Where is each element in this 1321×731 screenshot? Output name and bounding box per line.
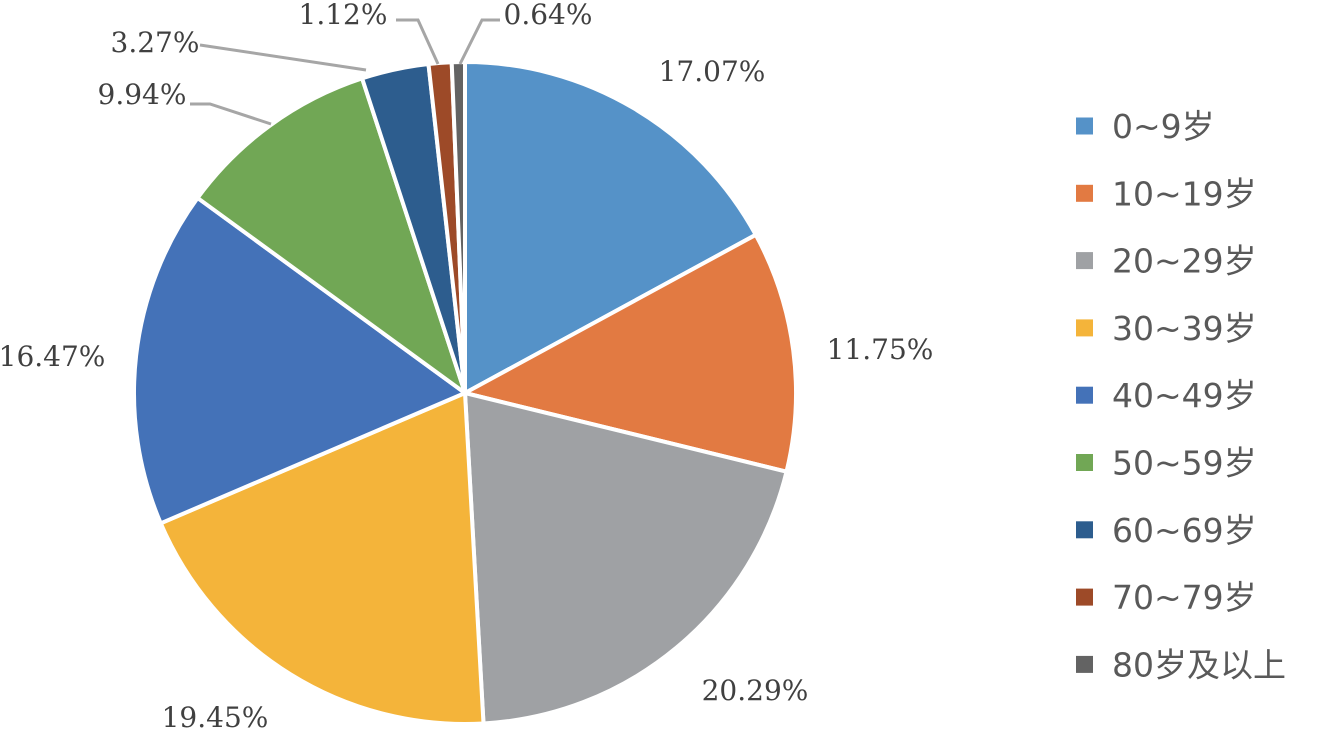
legend-swatch-9 (1076, 655, 1093, 673)
legend-swatch-6 (1076, 454, 1093, 471)
pie-slice-9 (449, 60, 467, 395)
legend-swatch-2 (1076, 184, 1093, 202)
legend-label-8: 70~79岁 (1112, 578, 1257, 617)
legend-swatch-1 (1076, 117, 1093, 135)
leader-line-9 (458, 18, 500, 65)
leader-line-8 (396, 18, 440, 65)
legend-label-9: 80岁及以上 (1112, 645, 1286, 684)
pie-slice-4 (158, 391, 486, 726)
leader-line-7 (199, 43, 367, 72)
data-label-3: 20.29% (702, 674, 809, 707)
data-label-6: 9.94% (98, 78, 187, 111)
legend-swatch-8 (1076, 588, 1093, 606)
legend-label-4: 30~39岁 (1112, 309, 1257, 348)
pie-slice-5 (132, 195, 467, 526)
legend: 0~9岁 10~19岁 20~29岁 30~39岁 40~49岁 50~59岁 60~69岁… (1076, 107, 1286, 684)
leader-line-6 (190, 102, 272, 126)
data-label-5: 16.47% (0, 340, 105, 373)
leader-lines (190, 18, 500, 126)
pie-slices (132, 60, 798, 726)
legend-swatch-5 (1076, 386, 1093, 404)
data-label-2: 11.75% (827, 333, 934, 366)
data-label-8: 1.12% (299, 0, 388, 31)
pie-slice-1 (463, 60, 758, 395)
legend-label-6: 50~59岁 (1112, 444, 1257, 483)
legend-label-5: 40~49岁 (1112, 376, 1257, 415)
legend-swatch-3 (1076, 252, 1093, 270)
legend-swatch-7 (1076, 521, 1093, 539)
legend-label-2: 10~19岁 (1112, 174, 1257, 213)
legend-label-7: 60~69岁 (1112, 511, 1257, 550)
data-label-1: 17.07% (659, 55, 766, 88)
data-label-9: 0.64% (504, 0, 593, 31)
data-labels: 17.07% 11.75% 20.29% 19.45% 16.47% 9.94% 3.27%… (0, 0, 933, 731)
data-label-7: 3.27% (111, 26, 200, 59)
pie-slice-3 (463, 391, 789, 726)
legend-label-3: 20~29岁 (1112, 242, 1257, 281)
legend-label-1: 0~9岁 (1112, 107, 1215, 146)
data-label-4: 19.45% (162, 701, 269, 731)
legend-swatch-4 (1076, 319, 1093, 337)
